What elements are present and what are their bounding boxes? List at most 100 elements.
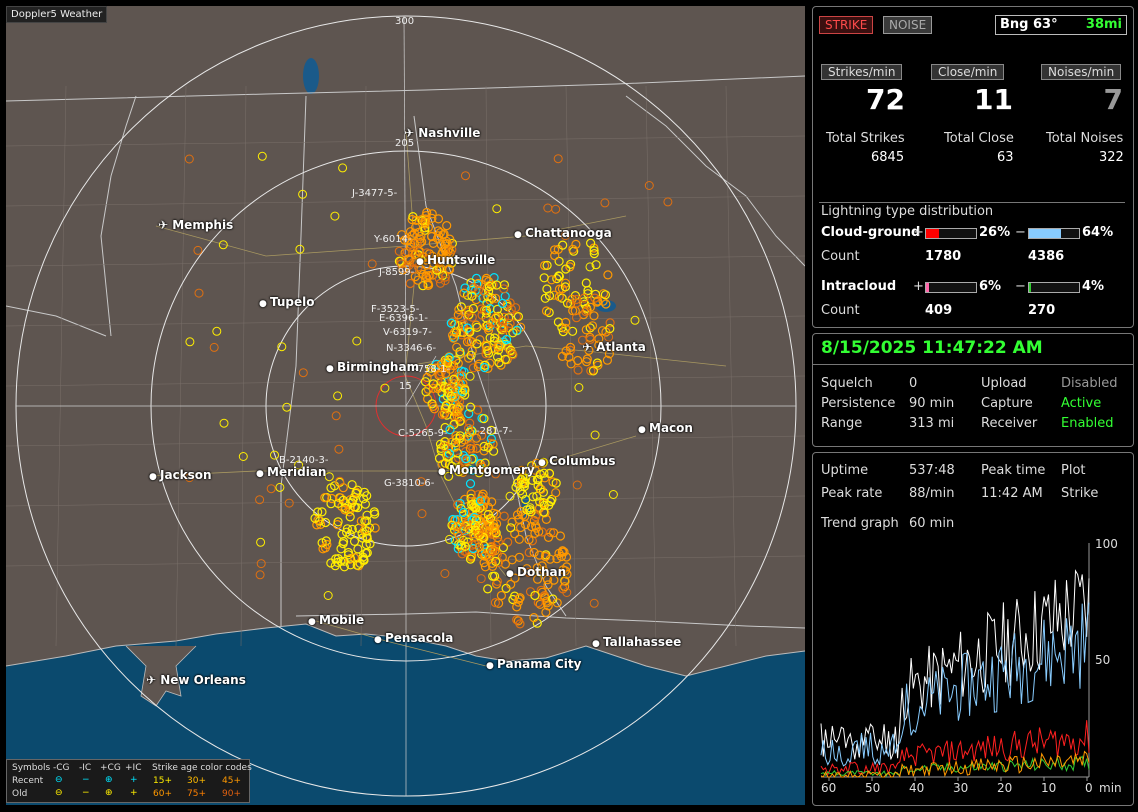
strike-marker <box>467 346 477 356</box>
strike-marker <box>465 402 476 412</box>
strike-markers <box>184 151 673 629</box>
strike-marker <box>467 454 477 464</box>
strike-marker <box>471 433 481 443</box>
strike-marker <box>347 480 357 490</box>
strike-marker <box>549 575 559 585</box>
strike-marker <box>440 437 450 447</box>
strike-marker <box>488 571 498 581</box>
upload-value: Disabled <box>1061 376 1118 391</box>
strike-marker <box>324 472 334 482</box>
trend-graph-value[interactable]: 60 min <box>909 516 955 531</box>
lightning-map[interactable]: Doppler5 Weather 300 205 15 ✈ Nashville ✈… <box>6 6 805 805</box>
strike-marker <box>480 551 490 561</box>
strike-marker <box>470 539 480 549</box>
city-name: Memphis <box>172 218 234 232</box>
strike-marker <box>441 357 451 367</box>
city-name: Tupelo <box>270 295 315 309</box>
city-label: ● Mobile <box>308 613 364 627</box>
strike-marker <box>489 508 499 518</box>
strike-marker <box>440 569 450 578</box>
strike-marker <box>564 352 574 362</box>
ic-negative-pct: 4% <box>1082 279 1105 294</box>
strike-marker <box>435 439 446 449</box>
strike-marker <box>441 251 451 261</box>
storm-cell-label: N-3346-6- <box>386 343 437 354</box>
strike-marker <box>491 556 501 567</box>
strike-marker <box>515 593 525 603</box>
strike-marker <box>326 499 336 509</box>
strike-marker <box>394 246 404 256</box>
strike-marker <box>502 334 512 345</box>
strike-marker <box>532 474 542 485</box>
strike-marker <box>421 387 431 397</box>
strike-marker <box>456 327 466 338</box>
city-dot-icon: ● <box>438 467 449 477</box>
strike-marker <box>420 217 430 227</box>
strike-marker <box>490 333 500 343</box>
strike-marker <box>551 478 561 488</box>
strike-mode-button[interactable]: STRIKE <box>819 16 874 34</box>
strike-marker <box>541 306 552 316</box>
strike-marker <box>339 556 349 566</box>
city-label: ● Pensacola <box>374 631 453 645</box>
strike-marker <box>464 409 474 419</box>
city-dot-icon: ● <box>259 299 270 309</box>
strike-marker <box>442 221 452 231</box>
strike-marker <box>460 283 470 293</box>
strike-marker <box>581 307 591 317</box>
strike-marker <box>321 536 331 546</box>
peak-rate-value: 88/min <box>909 486 955 501</box>
city-name: Birmingham <box>337 360 420 374</box>
strike-marker <box>475 496 485 506</box>
trend-panel: Uptime 537:48 Peak time Plot Peak rate 8… <box>812 452 1134 806</box>
city-dot-icon: ● <box>514 230 525 240</box>
strike-marker <box>298 189 308 199</box>
strike-marker <box>604 349 615 359</box>
strike-marker <box>410 250 420 260</box>
plot-value[interactable]: Strike <box>1061 486 1099 501</box>
strike-marker <box>347 524 357 535</box>
strike-marker <box>454 412 464 422</box>
strike-marker <box>498 542 508 553</box>
strike-marker <box>491 293 501 303</box>
strike-marker <box>511 303 521 313</box>
strike-marker <box>433 214 444 224</box>
strike-marker <box>185 337 195 347</box>
strike-marker <box>447 258 457 268</box>
city-dot-icon: ● <box>256 469 267 479</box>
strike-marker <box>505 491 515 501</box>
strike-marker <box>411 222 421 232</box>
noise-mode-button[interactable]: NOISE <box>883 16 933 34</box>
strike-marker <box>339 562 349 572</box>
strike-marker <box>444 460 454 470</box>
strike-marker <box>360 499 370 509</box>
strike-marker <box>560 323 571 333</box>
strike-marker <box>449 332 459 342</box>
strike-marker <box>458 507 468 518</box>
upload-label: Upload <box>981 376 1027 391</box>
strike-marker <box>445 425 455 435</box>
strike-marker <box>557 351 568 361</box>
strike-marker <box>481 340 491 350</box>
strike-marker <box>400 235 410 245</box>
city-name: Columbus <box>549 454 616 468</box>
strike-marker <box>562 298 573 308</box>
trend-x-tick: 10 <box>1041 781 1057 795</box>
strike-marker <box>411 215 421 225</box>
strike-marker <box>561 317 571 327</box>
strike-marker <box>471 273 482 283</box>
trend-x-tick: 30 <box>953 781 969 795</box>
strike-marker <box>238 452 248 461</box>
strike-marker <box>539 260 550 271</box>
trend-x-tick: 60 <box>821 781 837 795</box>
strike-marker <box>479 557 489 568</box>
city-name: Tallahassee <box>603 635 682 649</box>
strike-marker <box>457 366 467 376</box>
total-noises-value: 322 <box>1099 150 1124 165</box>
airport-icon: ✈ <box>582 340 597 354</box>
legend-symbol: ⊕ <box>105 775 113 785</box>
strike-marker <box>554 284 565 294</box>
strike-marker <box>343 547 354 558</box>
strike-marker <box>499 511 509 521</box>
strike-marker <box>480 458 490 468</box>
